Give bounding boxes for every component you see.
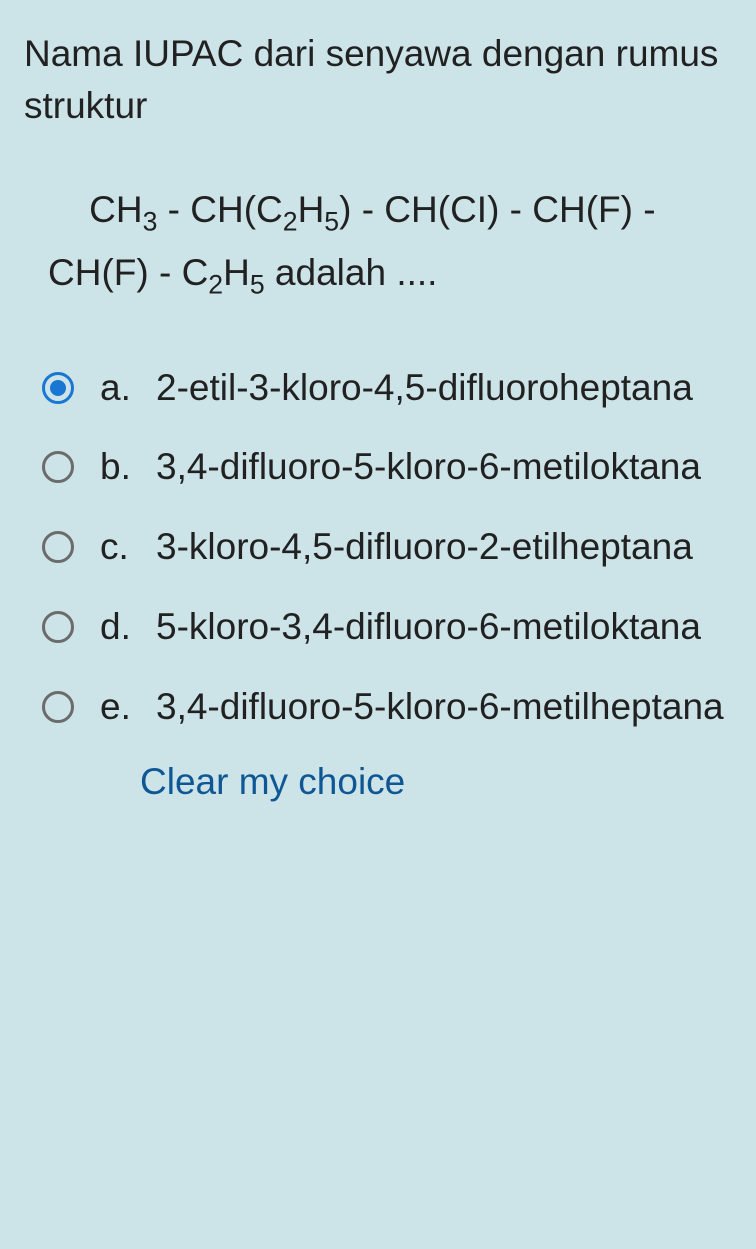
formula-line-2: CH(F) - C2H5 adalah .... bbox=[48, 252, 437, 293]
option-letter-e: e. bbox=[100, 681, 156, 733]
option-text-a: 2-etil-3-kloro-4,5-difluoroheptana bbox=[156, 362, 732, 414]
radio-e[interactable] bbox=[42, 691, 74, 723]
radio-b[interactable] bbox=[42, 451, 74, 483]
radio-a[interactable] bbox=[42, 372, 74, 404]
option-letter-a: a. bbox=[100, 362, 156, 414]
radio-d[interactable] bbox=[42, 611, 74, 643]
option-c[interactable]: c. 3-kloro-4,5-difluoro-2-etilheptana bbox=[42, 521, 732, 573]
chemical-formula: CH3 - CH(C2H5) - CH(CI) - CH(F) - CH(F) … bbox=[24, 180, 732, 306]
option-letter-b: b. bbox=[100, 441, 156, 493]
option-text-e: 3,4-difluoro-5-kloro-6-metilheptana bbox=[156, 681, 732, 733]
option-letter-d: d. bbox=[100, 601, 156, 653]
option-text-c: 3-kloro-4,5-difluoro-2-etilheptana bbox=[156, 521, 732, 573]
option-e[interactable]: e. 3,4-difluoro-5-kloro-6-metilheptana bbox=[42, 681, 732, 733]
option-text-d: 5-kloro-3,4-difluoro-6-metiloktana bbox=[156, 601, 732, 653]
question-prompt: Nama IUPAC dari senyawa dengan rumus str… bbox=[24, 28, 732, 132]
option-text-b: 3,4-difluoro-5-kloro-6-metiloktana bbox=[156, 441, 732, 493]
option-b[interactable]: b. 3,4-difluoro-5-kloro-6-metiloktana bbox=[42, 441, 732, 493]
option-d[interactable]: d. 5-kloro-3,4-difluoro-6-metiloktana bbox=[42, 601, 732, 653]
radio-c[interactable] bbox=[42, 531, 74, 563]
option-a[interactable]: a. 2-etil-3-kloro-4,5-difluoroheptana bbox=[42, 362, 732, 414]
formula-line-1: CH3 - CH(C2H5) - CH(CI) - CH(F) - bbox=[48, 189, 656, 230]
clear-choice-link[interactable]: Clear my choice bbox=[140, 761, 732, 803]
option-letter-c: c. bbox=[100, 521, 156, 573]
options-group: a. 2-etil-3-kloro-4,5-difluoroheptana b.… bbox=[24, 362, 732, 733]
